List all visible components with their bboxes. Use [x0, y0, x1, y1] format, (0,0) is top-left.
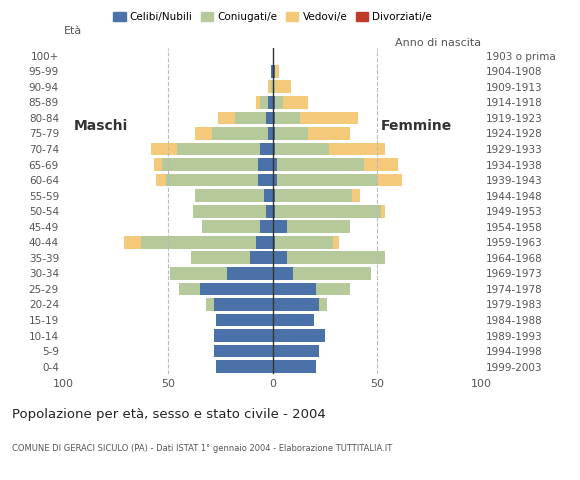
Bar — [166, 174, 258, 187]
Bar — [273, 283, 317, 295]
Bar — [195, 127, 212, 140]
Bar — [275, 127, 308, 140]
Bar — [214, 329, 273, 342]
Bar — [260, 96, 269, 109]
Bar — [308, 127, 350, 140]
Bar — [364, 158, 398, 171]
Bar — [218, 111, 235, 124]
Bar — [193, 205, 266, 217]
Bar — [273, 220, 287, 233]
Bar — [256, 236, 273, 249]
Bar — [275, 65, 279, 78]
Bar — [273, 298, 318, 311]
Text: COMUNE DI GERACI SICULO (PA) - Dati ISTAT 1° gennaio 2004 - Elaborazione TUTTITA: COMUNE DI GERACI SICULO (PA) - Dati ISTA… — [12, 444, 392, 453]
Bar — [273, 158, 277, 171]
Bar — [258, 174, 273, 187]
Bar — [258, 158, 273, 171]
Bar — [270, 65, 273, 78]
Bar — [273, 65, 275, 78]
Bar — [154, 158, 162, 171]
Bar — [273, 174, 277, 187]
Bar — [273, 189, 275, 202]
Bar — [176, 143, 260, 156]
Bar — [155, 174, 166, 187]
Bar — [273, 252, 287, 264]
Bar — [287, 220, 350, 233]
Bar — [191, 252, 249, 264]
Bar — [249, 252, 273, 264]
Bar — [273, 205, 275, 217]
Bar — [124, 236, 141, 249]
Bar — [277, 158, 364, 171]
Bar — [293, 267, 371, 280]
Bar — [264, 189, 273, 202]
Bar — [273, 345, 318, 358]
Text: Età: Età — [64, 25, 82, 36]
Bar — [212, 127, 269, 140]
Bar — [317, 283, 350, 295]
Text: Maschi: Maschi — [74, 119, 129, 132]
Bar — [275, 111, 300, 124]
Bar — [270, 81, 273, 93]
Bar — [269, 96, 273, 109]
Bar — [333, 236, 339, 249]
Bar — [151, 143, 176, 156]
Bar — [260, 143, 273, 156]
Bar — [273, 96, 275, 109]
Bar — [277, 174, 377, 187]
Bar — [214, 298, 273, 311]
Bar — [273, 111, 275, 124]
Bar — [275, 205, 381, 217]
Bar — [269, 127, 273, 140]
Bar — [195, 189, 264, 202]
Bar — [202, 220, 260, 233]
Bar — [275, 96, 283, 109]
Bar — [171, 267, 227, 280]
Bar — [287, 252, 385, 264]
Bar — [318, 298, 327, 311]
Bar — [206, 298, 214, 311]
Bar — [269, 81, 270, 93]
Bar — [329, 143, 385, 156]
Bar — [377, 174, 402, 187]
Bar — [162, 158, 258, 171]
Bar — [214, 345, 273, 358]
Bar — [273, 329, 325, 342]
Text: Popolazione per età, sesso e stato civile - 2004: Popolazione per età, sesso e stato civil… — [12, 408, 325, 420]
Legend: Celibi/Nubili, Coniugati/e, Vedovi/e, Divorziati/e: Celibi/Nubili, Coniugati/e, Vedovi/e, Di… — [109, 8, 436, 26]
Bar — [275, 189, 352, 202]
Bar — [273, 360, 317, 373]
Bar — [141, 236, 256, 249]
Bar — [275, 236, 333, 249]
Bar — [273, 313, 314, 326]
Bar — [266, 111, 273, 124]
Bar — [273, 81, 275, 93]
Bar — [300, 111, 358, 124]
Bar — [260, 220, 273, 233]
Bar — [227, 267, 273, 280]
Bar — [273, 143, 275, 156]
Bar — [273, 127, 275, 140]
Bar — [179, 283, 200, 295]
Bar — [352, 189, 360, 202]
Bar — [273, 236, 275, 249]
Bar — [275, 143, 329, 156]
Bar — [216, 313, 273, 326]
Bar — [381, 205, 385, 217]
Bar — [200, 283, 273, 295]
Bar — [216, 360, 273, 373]
Text: Anno di nascita: Anno di nascita — [396, 38, 481, 48]
Bar — [256, 96, 260, 109]
Bar — [235, 111, 266, 124]
Bar — [275, 81, 291, 93]
Bar — [266, 205, 273, 217]
Bar — [273, 267, 293, 280]
Bar — [283, 96, 308, 109]
Text: Femmine: Femmine — [381, 119, 452, 132]
